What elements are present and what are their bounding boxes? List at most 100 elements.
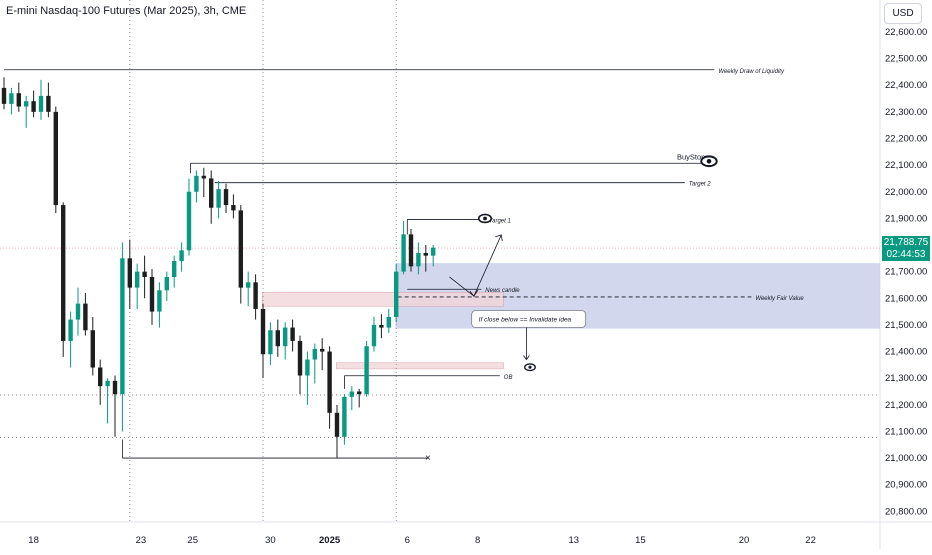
price-tick-label: 22,500.00	[885, 54, 927, 65]
candle-body[interactable]	[194, 175, 199, 192]
ob-eye-icon-pupil	[528, 365, 532, 369]
candle-body[interactable]	[238, 210, 243, 288]
candle-body[interactable]	[31, 101, 36, 112]
candle-body[interactable]	[327, 351, 332, 413]
candle-body[interactable]	[379, 324, 384, 328]
candle-body[interactable]	[135, 271, 140, 288]
candle-body[interactable]	[216, 189, 221, 208]
candle-body[interactable]	[201, 175, 206, 179]
level-label-target-2: Target 2	[689, 182, 711, 188]
candle-body[interactable]	[357, 391, 362, 395]
candle-body[interactable]	[209, 178, 214, 208]
chart-title: E-mini Nasdaq-100 Futures (Mar 2025), 3h…	[6, 5, 247, 17]
invalidate-note: If close below == Invalidate idea	[479, 317, 572, 324]
projected-path-head-down	[469, 289, 479, 297]
candle-body[interactable]	[349, 391, 354, 397]
candle-body[interactable]	[90, 330, 95, 368]
candle-body[interactable]	[127, 258, 132, 288]
price-tick-label: 21,200.00	[885, 400, 927, 411]
candle-body[interactable]	[431, 247, 436, 256]
level-label-weekly-draw-of-liquidity: Weekly Draw of Liquidity	[718, 69, 785, 75]
level-label-news-candle: News candle	[485, 288, 520, 294]
candle-body[interactable]	[9, 93, 14, 104]
time-tick-label: 18	[28, 535, 39, 546]
candle-body[interactable]	[105, 380, 110, 387]
candle-body[interactable]	[312, 348, 317, 360]
candle-body[interactable]	[371, 324, 377, 347]
price-tick-label: 21,000.00	[885, 453, 927, 464]
price-tick-label: 21,900.00	[885, 213, 927, 224]
candle-body[interactable]	[120, 258, 125, 395]
candle-body[interactable]	[290, 327, 295, 341]
candle-body[interactable]	[149, 276, 155, 312]
level-label-target-1: Target 1	[489, 218, 511, 224]
candle-body[interactable]	[61, 205, 66, 341]
candle-body[interactable]	[364, 346, 369, 395]
price-tick-label: 21,600.00	[885, 293, 927, 304]
level-label-weekly-fair-value: Weekly Fair Value	[755, 296, 804, 302]
candle-countdown: 02:44:53	[886, 249, 926, 260]
candle-body[interactable]	[46, 95, 51, 112]
price-tick-label: 21,400.00	[885, 347, 927, 358]
candle-body[interactable]	[1, 87, 7, 104]
candle-body[interactable]	[142, 271, 147, 277]
candle-body[interactable]	[275, 330, 280, 347]
candle-body[interactable]	[186, 191, 192, 251]
projected-path-head-up	[495, 234, 503, 241]
price-tick-label: 22,100.00	[885, 160, 927, 171]
candle-body[interactable]	[157, 290, 162, 312]
candle-body[interactable]	[342, 396, 347, 437]
candle-body[interactable]	[83, 303, 88, 331]
candle-body[interactable]	[416, 253, 421, 267]
candle-body[interactable]	[394, 271, 399, 317]
candle-body[interactable]	[246, 282, 251, 288]
candle-body[interactable]	[68, 319, 73, 341]
candle-body[interactable]	[386, 316, 391, 328]
candle-body[interactable]	[253, 282, 258, 309]
candle-body[interactable]	[408, 234, 414, 267]
invalidate-note-box	[471, 310, 587, 328]
time-tick-label: 30	[265, 535, 276, 546]
candle-body[interactable]	[297, 340, 303, 376]
candle-body[interactable]	[305, 359, 310, 376]
candle-body[interactable]	[75, 303, 81, 320]
candle-body[interactable]	[179, 250, 184, 261]
time-tick-label: 15	[635, 535, 646, 546]
candle-body[interactable]	[401, 234, 406, 272]
price-tick-label: 21,500.00	[885, 320, 927, 331]
time-tick-label: 22	[805, 535, 816, 546]
candle-body[interactable]	[38, 95, 44, 112]
candle-body[interactable]	[320, 348, 325, 352]
price-tick-label: 22,200.00	[885, 133, 927, 144]
candle-body[interactable]	[223, 189, 229, 206]
candle-body[interactable]	[172, 261, 177, 277]
candle-body[interactable]	[164, 276, 169, 291]
time-tick-label: 25	[187, 535, 198, 546]
candle-body[interactable]	[283, 327, 288, 347]
price-tick-label: 20,800.00	[885, 506, 927, 517]
candle-body[interactable]	[231, 205, 236, 211]
level-label-ob: OB	[504, 375, 513, 381]
buystops-eye-icon-pupil	[706, 158, 712, 164]
current-price-value: 21,788.75	[883, 237, 929, 248]
candle-body[interactable]	[334, 412, 340, 437]
candle-body[interactable]	[24, 101, 29, 107]
candle-body[interactable]	[98, 367, 103, 387]
time-tick-label: 23	[136, 535, 147, 546]
price-tick-label: 22,400.00	[885, 80, 927, 91]
zone-ob-zone-lower	[335, 362, 504, 370]
current-price-badge: 21,788.75 02:44:53	[882, 236, 930, 261]
candle-body[interactable]	[268, 330, 273, 355]
price-tick-label: 21,100.00	[885, 426, 927, 437]
time-tick-label: 8	[475, 535, 480, 546]
currency-button[interactable]: USD	[884, 3, 922, 24]
candle-body[interactable]	[112, 380, 118, 395]
price-tick-label: 21,300.00	[885, 373, 927, 384]
price-tick-label: 21,700.00	[885, 267, 927, 278]
candle-body[interactable]	[423, 253, 428, 256]
candle-body[interactable]	[260, 308, 266, 355]
candle-body[interactable]	[16, 93, 21, 107]
candle-body[interactable]	[53, 111, 58, 206]
